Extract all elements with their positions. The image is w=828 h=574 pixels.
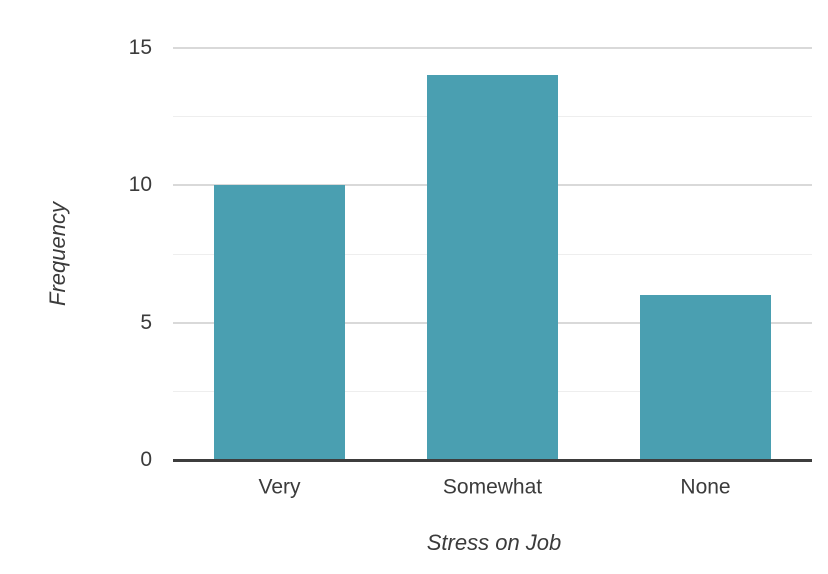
bar [214,185,345,460]
x-axis-line [173,458,812,462]
x-category-label: Somewhat [442,475,543,499]
gridline-major [173,47,812,49]
y-tick-label: 5 [140,310,152,334]
x-axis-title: Stress on Job [426,530,562,555]
y-axis-title: Frequency [45,202,70,306]
x-category-label: Very [258,475,301,499]
x-category-label: None [680,475,731,499]
y-tick-label: 10 [128,173,152,197]
bar [427,75,558,460]
y-tick-label: 15 [128,36,152,60]
y-tick-label: 0 [140,448,152,472]
bar [640,295,771,460]
